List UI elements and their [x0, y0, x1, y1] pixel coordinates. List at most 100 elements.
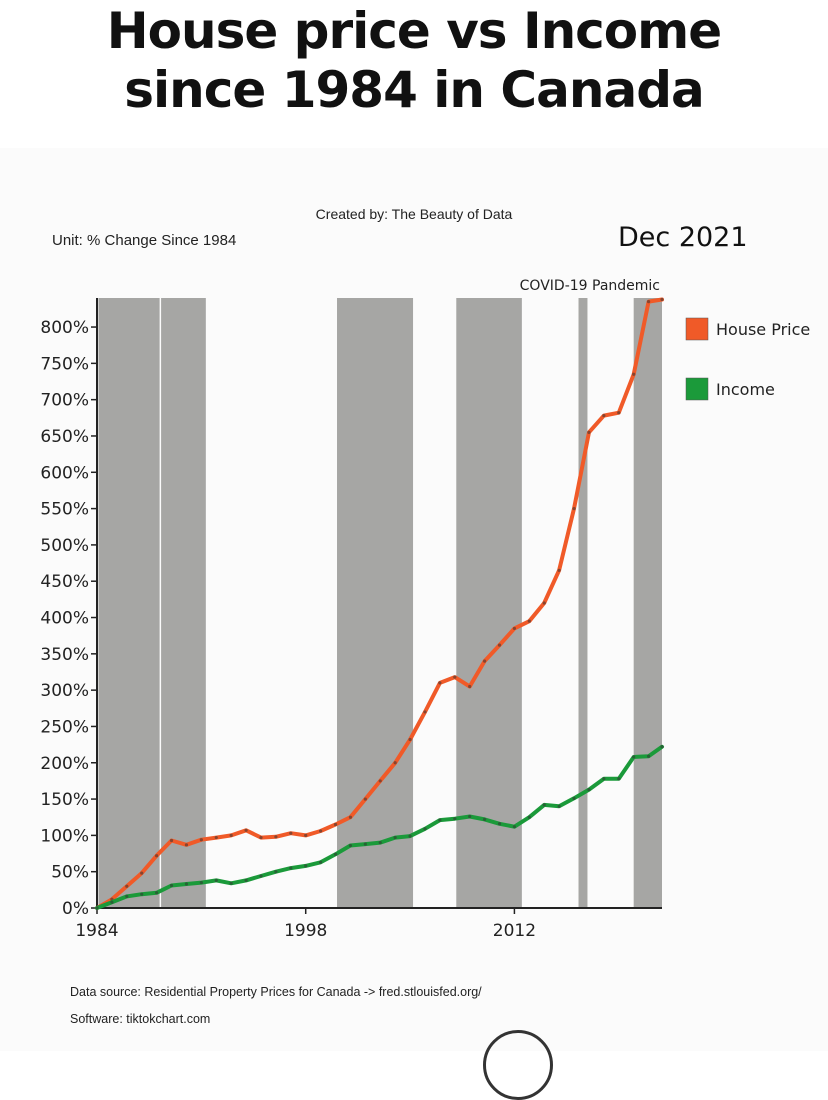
data-point-income-12	[274, 870, 278, 874]
data-point-house-price-29	[527, 619, 531, 623]
data-point-income-18	[363, 842, 367, 846]
data-point-house-price-9	[229, 833, 233, 837]
data-point-income-22	[423, 827, 427, 831]
data-point-income-5	[169, 883, 174, 888]
title-band	[0, 0, 828, 148]
y-tick-label-600: 600%	[40, 463, 89, 483]
x-tick-label-2012: 2012	[493, 921, 536, 941]
data-point-house-price-11	[259, 835, 263, 840]
data-point-income-19	[378, 841, 382, 845]
chart-credit: Created by: The Beauty of Data	[315, 206, 513, 222]
data-point-income-37	[646, 754, 651, 758]
data-point-income-13	[289, 866, 293, 870]
data-point-house-price-16	[333, 822, 338, 827]
data-point-house-price-18	[363, 797, 367, 801]
data-point-house-price-20	[393, 761, 397, 765]
data-point-income-11	[259, 874, 263, 878]
y-tick-label-500: 500%	[40, 536, 89, 556]
data-point-house-price-8	[214, 835, 218, 840]
x-tick-label-1984: 1984	[75, 921, 118, 941]
y-tick-label-800: 800%	[40, 318, 89, 338]
y-tick-label-400: 400%	[40, 609, 89, 629]
shaded-period-6	[633, 298, 662, 908]
y-tick-label-350: 350%	[40, 645, 89, 665]
data-point-income-30	[542, 803, 546, 807]
y-tick-label-650: 650%	[40, 427, 89, 447]
title-line-2: since 1984 in Canada	[124, 61, 704, 119]
shaded-period-4	[456, 298, 522, 908]
data-point-income-23	[438, 818, 442, 822]
data-point-house-price-35	[617, 411, 621, 415]
data-point-house-price-10	[244, 828, 248, 832]
data-source-note: Data source: Residential Property Prices…	[70, 985, 482, 999]
y-tick-label-0: 0%	[62, 899, 89, 919]
data-point-income-15	[319, 860, 323, 864]
y-tick-label-250: 250%	[40, 717, 89, 737]
software-note: Software: tiktokchart.com	[70, 1012, 211, 1026]
data-point-house-price-7	[199, 838, 203, 842]
data-point-income-32	[572, 796, 576, 800]
data-point-income-9	[229, 881, 233, 885]
legend-label-income: Income	[716, 380, 775, 399]
data-point-income-38	[660, 745, 664, 749]
legend-label-house-price: House Price	[716, 320, 810, 339]
data-point-income-21	[408, 834, 412, 838]
data-point-house-price-24	[453, 675, 457, 679]
data-point-income-35	[617, 777, 621, 781]
data-point-income-36	[632, 755, 636, 759]
data-point-house-price-25	[468, 684, 472, 689]
data-point-income-27	[497, 822, 502, 826]
data-point-house-price-30	[542, 601, 546, 605]
data-point-house-price-28	[512, 626, 517, 631]
data-point-income-8	[214, 878, 218, 883]
data-point-income-4	[155, 891, 159, 895]
data-point-house-price-19	[378, 779, 382, 783]
covid-annotation: COVID-19 Pandemic	[520, 278, 660, 294]
y-tick-label-300: 300%	[40, 681, 89, 701]
y-tick-label-200: 200%	[40, 754, 89, 774]
data-point-income-33	[587, 788, 591, 792]
data-point-house-price-31	[557, 568, 561, 572]
data-point-income-28	[512, 825, 517, 829]
data-point-income-34	[602, 777, 606, 781]
y-tick-label-150: 150%	[40, 790, 89, 810]
data-point-house-price-4	[155, 854, 159, 858]
shaded-period-1	[98, 298, 160, 908]
data-point-income-0	[95, 906, 99, 910]
y-tick-label-700: 700%	[40, 391, 89, 411]
data-point-house-price-32	[572, 506, 576, 511]
data-point-house-price-23	[438, 681, 442, 685]
data-point-income-3	[140, 892, 144, 896]
shaded-period-3	[337, 298, 414, 908]
data-point-house-price-14	[304, 833, 308, 837]
data-point-house-price-33	[587, 430, 591, 434]
unit-label: Unit: % Change Since 1984	[52, 232, 237, 249]
line-chart: COVID-19 Pandemic 0% 50% 100% 150% 200% 250% 30…	[40, 278, 810, 941]
data-point-house-price-3	[140, 871, 144, 875]
data-point-house-price-27	[497, 643, 502, 647]
y-tick-label-750: 750%	[40, 354, 89, 374]
x-tick-label-1998: 1998	[284, 921, 327, 941]
page-title: House price vs Income since 1984 in Cana…	[0, 2, 828, 120]
data-point-income-1	[110, 900, 114, 904]
data-point-income-26	[482, 817, 487, 822]
data-point-income-16	[333, 852, 338, 856]
title-line-1: House price vs Income	[106, 2, 722, 60]
data-point-house-price-5	[169, 838, 174, 843]
data-point-house-price-6	[184, 843, 189, 847]
data-point-income-25	[468, 814, 472, 819]
legend-swatch-house-price	[685, 317, 709, 341]
shaded-period-2	[161, 298, 206, 908]
data-point-house-price-26	[482, 659, 487, 663]
y-tick-label-50: 50%	[51, 863, 89, 883]
data-point-house-price-17	[348, 815, 353, 819]
data-point-income-20	[393, 835, 397, 840]
date-label: Dec 2021	[618, 222, 748, 253]
data-point-income-2	[125, 894, 129, 898]
data-point-house-price-36	[632, 372, 636, 376]
data-point-house-price-13	[289, 831, 293, 835]
legend-swatch-income	[685, 377, 709, 401]
data-point-house-price-2	[125, 884, 129, 888]
y-tick-label-550: 550%	[40, 500, 89, 520]
data-point-income-31	[557, 804, 561, 808]
